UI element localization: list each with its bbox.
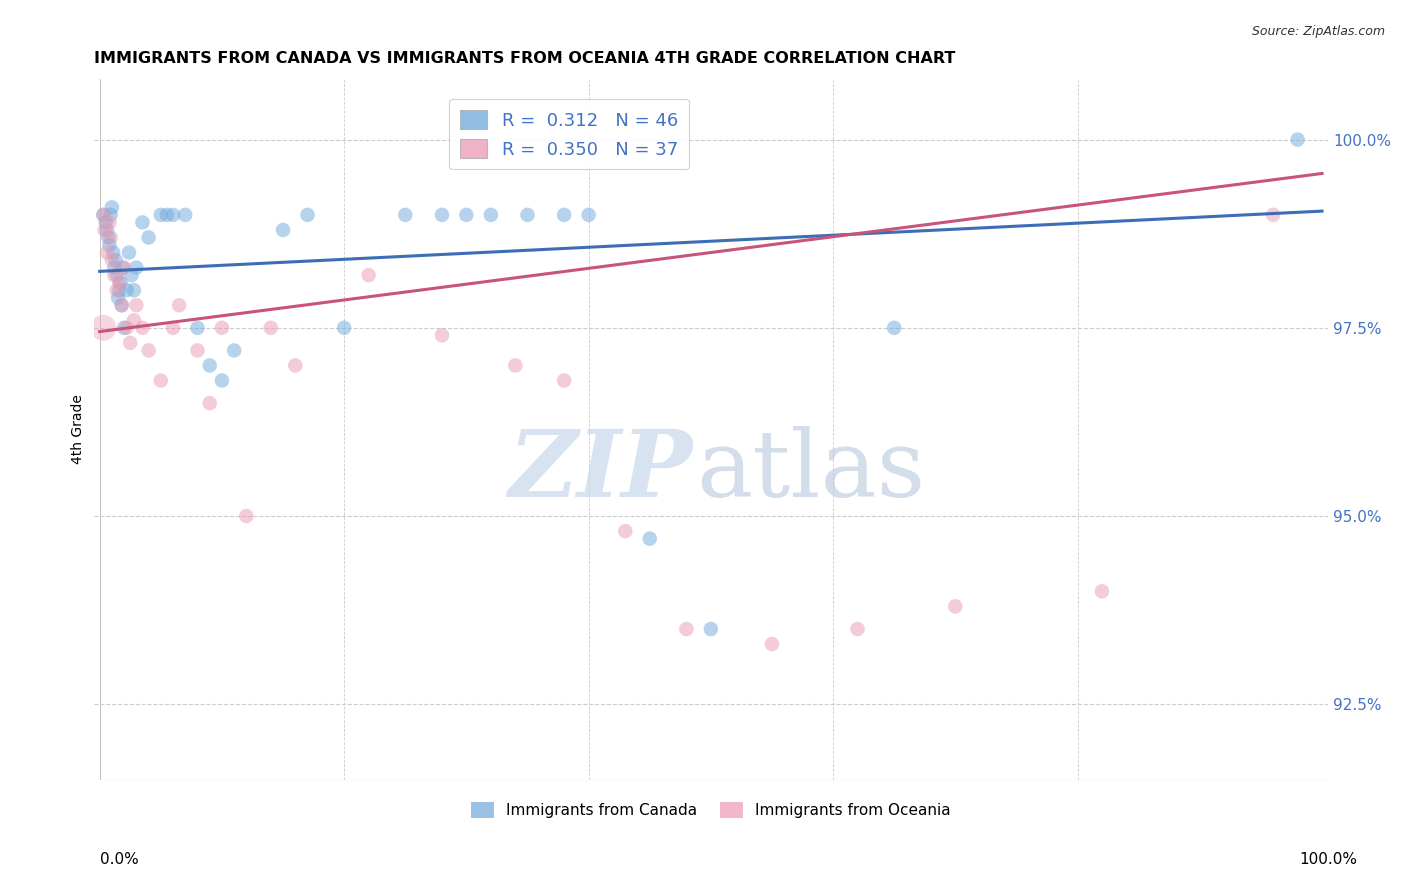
Point (108, 283, 131, 297)
Point (103, 268, 125, 282)
Point (235, 509, 257, 524)
Y-axis label: 4th Grade: 4th Grade (72, 394, 86, 465)
Point (553, 208, 575, 222)
Point (516, 208, 538, 222)
Point (93, 223, 115, 237)
Point (93, 321, 115, 335)
Point (149, 208, 172, 222)
Point (357, 268, 380, 282)
Point (578, 208, 600, 222)
Text: 0.0%: 0.0% (100, 852, 139, 867)
Point (186, 321, 208, 335)
Point (430, 208, 453, 222)
Point (111, 298, 134, 312)
Point (103, 260, 125, 275)
Point (297, 208, 319, 222)
Point (94, 215, 117, 229)
Point (111, 260, 134, 275)
Point (271, 223, 294, 237)
Point (430, 328, 453, 343)
Point (108, 276, 131, 290)
Point (112, 321, 135, 335)
Point (112, 260, 135, 275)
Point (943, 599, 966, 614)
Point (138, 230, 160, 244)
Point (111, 298, 134, 312)
Point (198, 359, 221, 373)
Point (284, 359, 307, 373)
Point (98, 238, 121, 252)
Point (1091, 584, 1114, 599)
Text: Source: ZipAtlas.com: Source: ZipAtlas.com (1251, 25, 1385, 38)
Point (100, 230, 122, 244)
Text: atlas: atlas (696, 426, 925, 516)
Point (883, 321, 905, 335)
Point (394, 208, 416, 222)
Text: 100.0%: 100.0% (1299, 852, 1358, 867)
Point (224, 343, 246, 358)
Point (186, 343, 208, 358)
Point (333, 321, 356, 335)
Point (174, 208, 197, 222)
Point (96, 245, 118, 260)
Point (104, 253, 127, 268)
Point (846, 622, 869, 636)
Point (162, 321, 184, 335)
Point (125, 260, 148, 275)
Point (101, 245, 124, 260)
Point (167, 298, 190, 312)
Point (614, 524, 637, 538)
Point (1286, 132, 1309, 146)
Point (121, 268, 143, 282)
Point (198, 396, 221, 410)
Point (700, 622, 723, 636)
Point (98, 215, 121, 229)
Point (479, 208, 502, 222)
Point (1263, 208, 1285, 222)
Point (115, 321, 138, 335)
Point (96, 223, 118, 237)
Point (122, 283, 145, 297)
Point (100, 208, 122, 222)
Point (118, 245, 141, 260)
Point (638, 532, 661, 546)
Point (110, 276, 132, 290)
Point (761, 637, 783, 651)
Point (122, 313, 145, 327)
Point (93, 208, 115, 222)
Point (125, 298, 148, 312)
Point (105, 268, 128, 282)
Legend: Immigrants from Canada, Immigrants from Oceania: Immigrants from Canada, Immigrants from … (465, 797, 957, 824)
Point (553, 374, 575, 388)
Point (107, 291, 129, 305)
Point (211, 374, 233, 388)
Point (456, 208, 478, 222)
Point (105, 283, 128, 297)
Point (101, 200, 124, 214)
Point (503, 359, 526, 373)
Point (131, 321, 153, 335)
Point (138, 343, 160, 358)
Point (260, 321, 283, 335)
Point (115, 283, 138, 297)
Point (131, 215, 153, 229)
Point (93, 208, 115, 222)
Point (211, 321, 233, 335)
Point (162, 208, 184, 222)
Point (675, 622, 697, 636)
Point (97, 230, 120, 244)
Point (120, 335, 142, 350)
Text: IMMIGRANTS FROM CANADA VS IMMIGRANTS FROM OCEANIA 4TH GRADE CORRELATION CHART: IMMIGRANTS FROM CANADA VS IMMIGRANTS FRO… (94, 51, 955, 66)
Point (101, 253, 124, 268)
Text: ZIP: ZIP (508, 426, 692, 516)
Point (156, 208, 179, 222)
Point (149, 374, 172, 388)
